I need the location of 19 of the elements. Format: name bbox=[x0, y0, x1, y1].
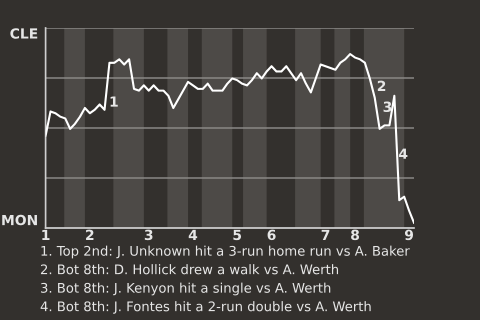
text: MON bbox=[2, 214, 37, 226]
x-tick-label: 1 bbox=[42, 230, 50, 240]
x-tick-label: 2 bbox=[86, 230, 94, 240]
x-tick-label: 6 bbox=[268, 230, 276, 240]
annotation: 4 bbox=[398, 148, 408, 159]
x-tick-label: 9 bbox=[404, 230, 414, 240]
x-tick-label: 3 bbox=[144, 230, 152, 240]
annotation: 3 bbox=[384, 102, 392, 112]
x-tick-label: 7 bbox=[322, 230, 330, 240]
text: 4. Bot 8th: J. Fontes hit a 2-run double vs A. Werth bbox=[40, 301, 371, 314]
annotation: 1 bbox=[110, 96, 118, 107]
annotation: 2 bbox=[378, 80, 386, 91]
text: 2. Bot 8th: D. Hollick drew a walk vs A. Werth bbox=[40, 264, 338, 274]
text: 3. Bot 8th: J. Kenyon hit a single vs A. Werth bbox=[41, 282, 330, 296]
x-tick-label: 8 bbox=[351, 230, 360, 240]
x-tick-label: 5 bbox=[233, 230, 242, 240]
text: CLE bbox=[10, 28, 38, 39]
x-tick-label: 4 bbox=[188, 230, 198, 240]
text: 1. Top 2nd: J. Unknown hit a 3-run home run vs A. Baker bbox=[41, 246, 410, 258]
